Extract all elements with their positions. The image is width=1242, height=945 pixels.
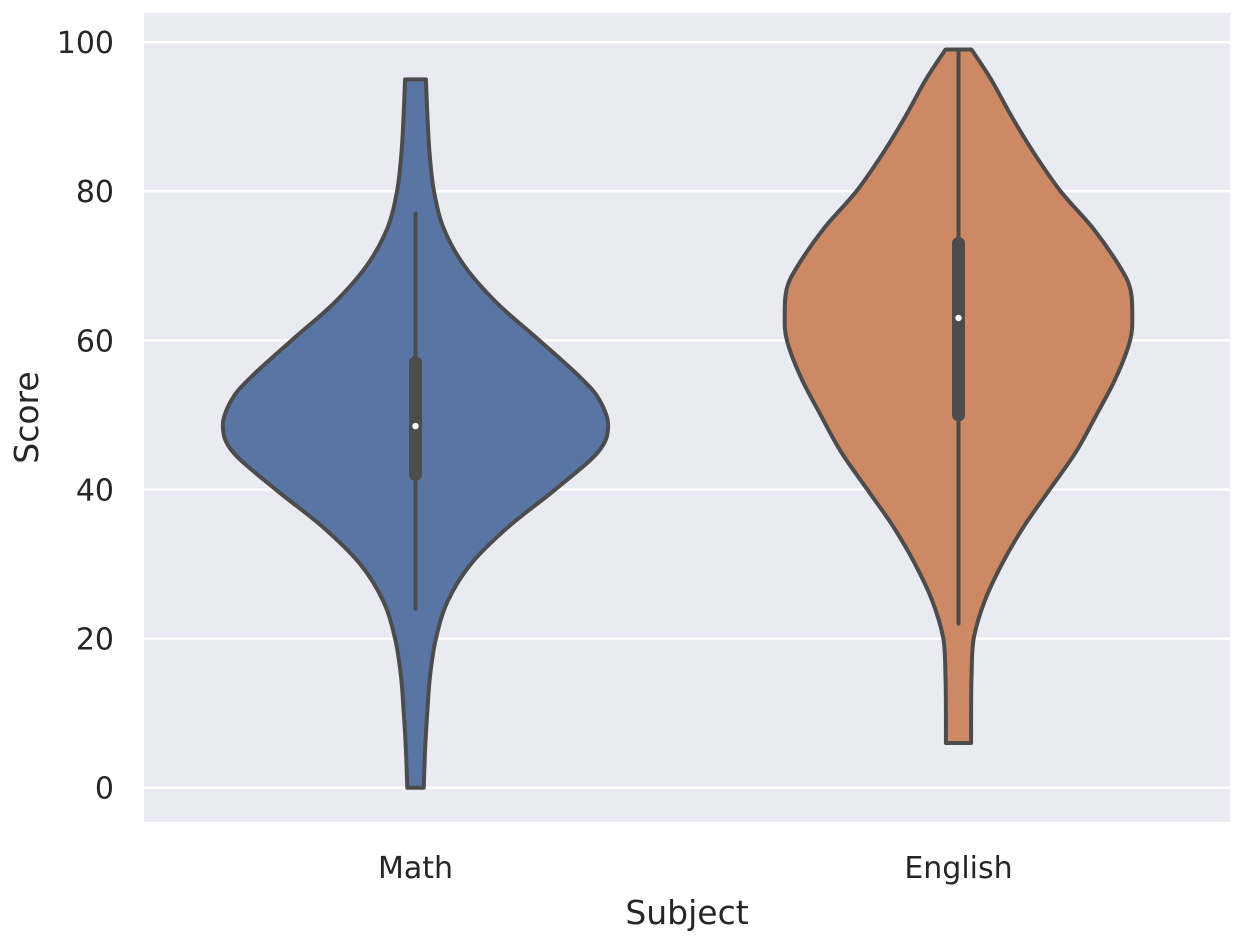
- y-tick-labels: 0 20 40 60 80 100: [57, 26, 114, 807]
- y-tick-label: 60: [76, 324, 114, 359]
- x-tick-label: Math: [378, 851, 453, 886]
- y-axis-title: Score: [7, 371, 46, 463]
- x-tick-label: English: [904, 851, 1012, 886]
- violins: [220, 47, 1135, 790]
- violin-english: [782, 47, 1135, 745]
- violin-math: [220, 77, 611, 790]
- median-marker: [412, 422, 419, 430]
- x-axis-title: Subject: [625, 893, 748, 932]
- x-tick-labels: Math English: [378, 851, 1013, 886]
- y-tick-label: 40: [76, 473, 114, 508]
- y-tick-label: 0: [95, 772, 114, 807]
- median-marker: [955, 314, 962, 322]
- y-tick-label: 100: [57, 26, 114, 61]
- y-tick-label: 80: [76, 175, 114, 210]
- y-tick-label: 20: [76, 623, 114, 658]
